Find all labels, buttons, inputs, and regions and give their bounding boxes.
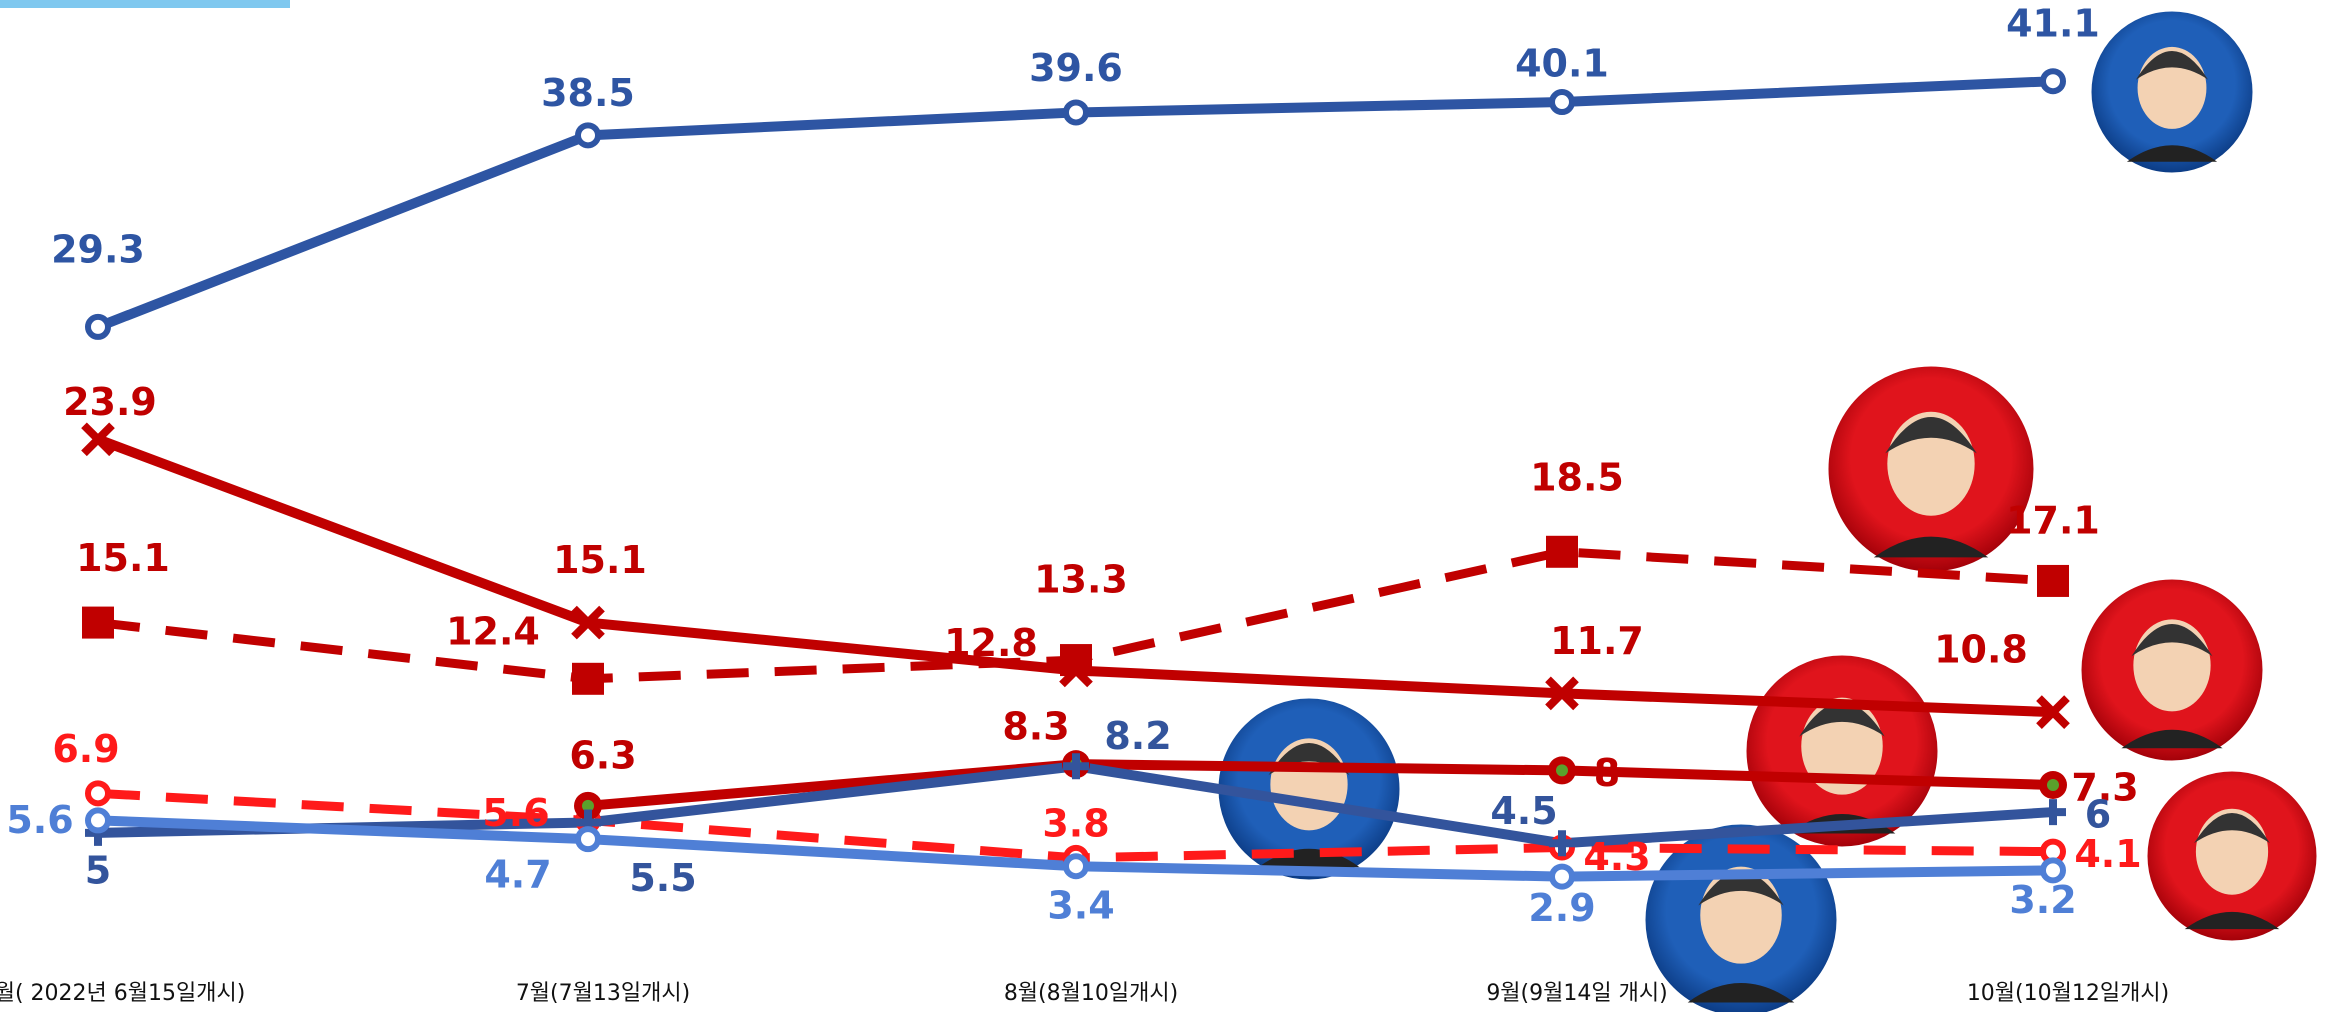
marker <box>578 125 598 145</box>
marker <box>1552 92 1572 112</box>
value-label: 23.9 <box>63 380 157 424</box>
marker <box>88 810 108 830</box>
value-label: 10.8 <box>1934 628 2028 672</box>
portrait <box>2090 10 2254 174</box>
value-label: 3.4 <box>1047 884 1114 928</box>
value-label: 13.3 <box>1034 558 1128 602</box>
value-label: 8.3 <box>1002 705 1069 749</box>
value-label: 4.7 <box>484 853 551 897</box>
value-label: 6.3 <box>569 733 636 777</box>
value-label: 3.8 <box>1042 801 1109 845</box>
marker <box>88 317 108 337</box>
portrait <box>1827 365 2035 573</box>
x-tick-label: 10월(10월12일개시) <box>1967 981 2169 1006</box>
value-label: 18.5 <box>1530 455 1624 499</box>
value-label: 12.4 <box>446 609 540 653</box>
value-label: 15.1 <box>553 538 647 582</box>
accent-bar <box>0 0 290 8</box>
marker <box>2043 71 2063 91</box>
marker <box>1066 856 1086 876</box>
marker <box>1546 536 1578 568</box>
page: {"chart_data": {"type": "line", "categor… <box>0 0 2333 1012</box>
value-label: 12.8 <box>944 621 1038 665</box>
portrait <box>2146 770 2318 942</box>
marker <box>1552 867 1572 887</box>
value-label: 8 <box>1594 751 1620 795</box>
chart: 6월( 2022년 6월15일개시) 7월(7월13일개시) 8월(8월10일개시)… <box>0 0 2333 1012</box>
marker <box>2040 799 2066 825</box>
value-label: 4.5 <box>1490 789 1557 833</box>
marker <box>2037 565 2069 597</box>
portraits <box>1217 10 2318 1012</box>
x-tick-label: 8월(8월10일개시) <box>1004 981 1178 1006</box>
value-label: 6 <box>2085 793 2111 837</box>
value-label: 40.1 <box>1515 42 1609 86</box>
value-label: 39.6 <box>1029 46 1123 90</box>
value-label: 2.9 <box>1528 886 1595 930</box>
marker <box>578 829 598 849</box>
value-label: 38.5 <box>541 71 635 115</box>
value-label: 6.9 <box>52 727 119 771</box>
marker <box>1548 756 1576 784</box>
marker <box>1060 644 1092 676</box>
marker <box>82 607 114 639</box>
x-tick-label: 6월( 2022년 6월15일개시) <box>0 981 245 1006</box>
value-label: 17.1 <box>2006 498 2100 542</box>
x-tick-label: 7월(7월13일개시) <box>516 981 690 1006</box>
value-label: 5 <box>85 848 111 892</box>
value-label: 41.1 <box>2006 2 2100 46</box>
marker-core <box>2047 779 2059 791</box>
value-label: 5.6 <box>482 791 549 835</box>
marker-core <box>1556 764 1568 776</box>
marker <box>2039 771 2067 799</box>
value-label: 4.1 <box>2074 832 2141 876</box>
value-label: 4.3 <box>1583 835 1650 879</box>
value-label: 8.2 <box>1104 714 1171 758</box>
marker <box>1066 102 1086 122</box>
value-label: 3.2 <box>2009 878 2076 922</box>
value-label: 29.3 <box>51 227 145 271</box>
value-label: 5.5 <box>629 856 696 900</box>
marker <box>88 783 108 803</box>
portrait <box>2080 578 2264 762</box>
value-label: 15.1 <box>76 536 170 580</box>
value-label: 5.6 <box>6 798 73 842</box>
marker <box>572 663 604 695</box>
value-label: 11.7 <box>1550 619 1644 663</box>
x-tick-label: 9월(9월14일 개시) <box>1486 981 1667 1006</box>
